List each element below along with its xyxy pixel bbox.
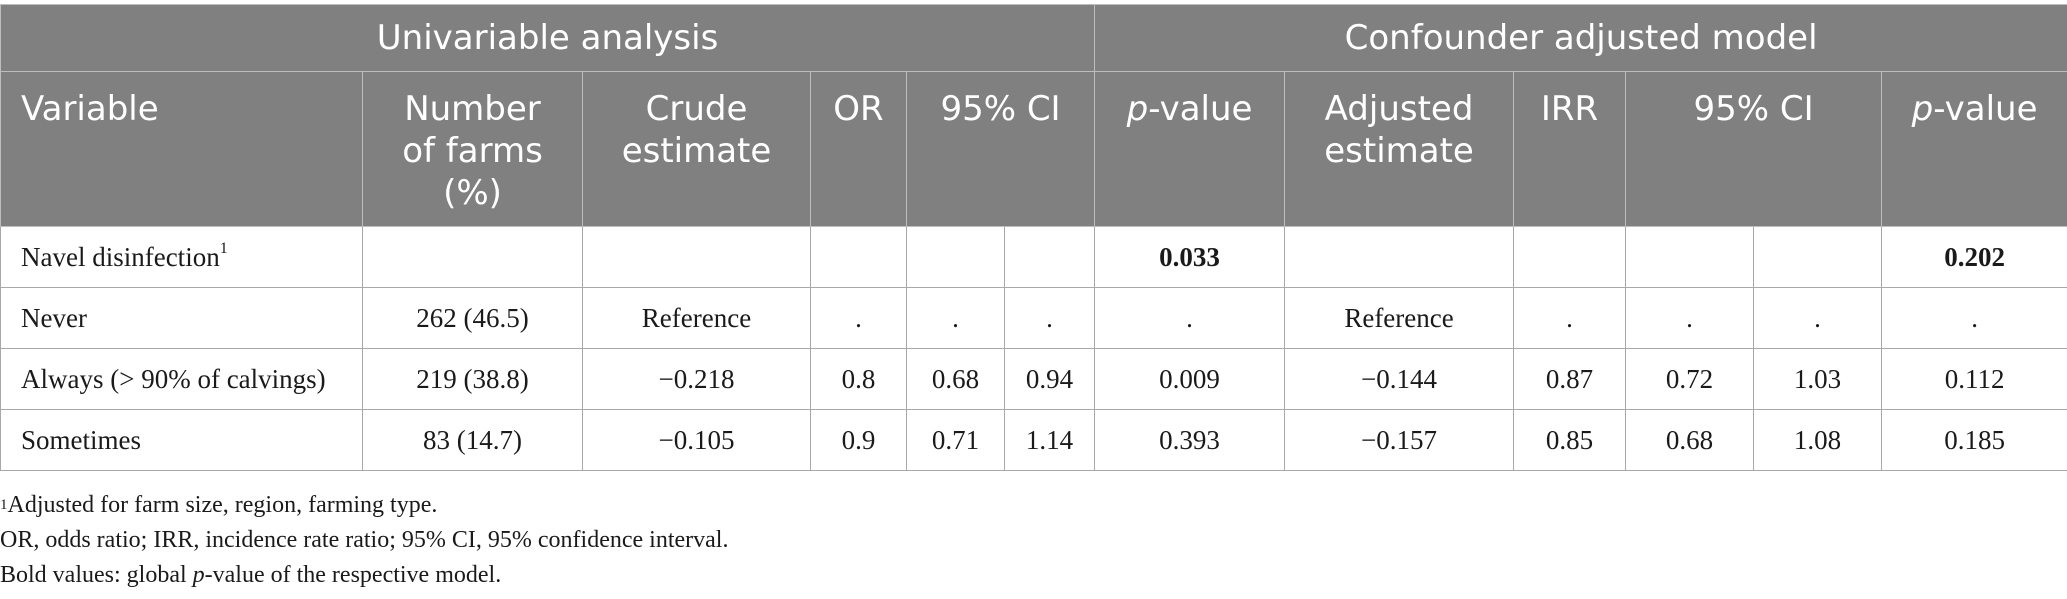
group-header-row: Univariable analysis Confounder adjusted…: [0, 4, 2067, 72]
cell-variable: Navel disinfection1: [0, 226, 363, 288]
results-table-container: Univariable analysis Confounder adjusted…: [0, 4, 2067, 471]
col-header-p2-rest: -value: [1933, 89, 2038, 129]
col-header-p-value: p-value: [1094, 71, 1286, 227]
cell-adjusted: Reference: [1284, 287, 1515, 349]
footnote-3-pre: Bold values: global: [0, 562, 193, 588]
group-header-univariable: Univariable analysis: [0, 4, 1096, 72]
col-header-farms-line3: (%): [443, 173, 502, 213]
cell-p2-value: 0.112: [1881, 348, 2067, 410]
cell-or: .: [810, 287, 907, 349]
cell-ci-low: [906, 226, 1005, 288]
col-header-adj-line1: Adjusted: [1324, 89, 1474, 129]
footnote-bold-values: Bold values: global p-value of the respe…: [0, 558, 728, 593]
column-header-row: Variable Number of farms (%) Crude estim…: [0, 71, 2067, 227]
cell-farms: 262 (46.5): [362, 287, 583, 349]
table-row: Never 262 (46.5) Reference . . . . Refer…: [0, 287, 2067, 349]
cell-variable-text: Navel disinfection: [21, 241, 220, 272]
cell-ci-low: 0.68: [906, 348, 1005, 410]
cell-adjusted: [1284, 226, 1515, 288]
col-header-adjusted-estimate: Adjusted estimate: [1284, 71, 1515, 227]
col-header-farms-line1: Number: [404, 89, 541, 129]
footnote-1-marker: 1: [0, 497, 8, 513]
col-header-ci-univariable: 95% CI: [905, 71, 1096, 227]
footnote-abbreviations: OR, odds ratio; IRR, incidence rate rati…: [0, 527, 729, 553]
col-header-number-of-farms: Number of farms (%): [362, 71, 583, 227]
cell-crude: −0.105: [582, 409, 811, 471]
cell-variable: Never: [0, 287, 363, 349]
footnote-1: 1Adjusted for farm size, region, farming…: [0, 488, 728, 523]
cell-or: 0.8: [810, 348, 907, 410]
footnote-marker: 1: [219, 239, 228, 257]
col-header-p-rest: -value: [1148, 89, 1253, 129]
col-header-crude-line1: Crude: [645, 89, 748, 129]
cell-variable: Sometimes: [0, 409, 363, 471]
cell-p-value: 0.033: [1094, 226, 1286, 288]
col-header-p-value-adjusted: p-value: [1881, 71, 2067, 227]
table-row: Navel disinfection1 0.033 0.202: [0, 226, 2067, 288]
results-table: Univariable analysis Confounder adjusted…: [0, 4, 2067, 471]
cell-ci-high: .: [1003, 287, 1096, 349]
cell-irr: 0.87: [1513, 348, 1627, 410]
cell-farms: 83 (14.7): [362, 409, 583, 471]
cell-ci2-low: [1625, 226, 1755, 288]
cell-crude: −0.218: [582, 348, 811, 410]
cell-p-value: .: [1094, 287, 1286, 349]
cell-p-value: 0.009: [1094, 348, 1286, 410]
footnote-3-p: p: [192, 562, 205, 588]
table-footnotes: 1Adjusted for farm size, region, farming…: [0, 488, 728, 593]
cell-ci2-high: 1.08: [1753, 409, 1883, 471]
cell-ci-high: [1003, 226, 1096, 288]
col-header-adj-line2: estimate: [1324, 131, 1474, 171]
col-header-farms-line2: of farms: [402, 131, 543, 171]
cell-p2-value: 0.202: [1881, 226, 2067, 288]
cell-or: 0.9: [810, 409, 907, 471]
col-header-p2-italic: p: [1911, 89, 1934, 129]
cell-irr: [1513, 226, 1627, 288]
footnote-1-text: Adjusted for farm size, region, farming …: [7, 492, 438, 518]
cell-variable: Always (> 90% of calvings): [0, 348, 363, 410]
cell-irr: 0.85: [1513, 409, 1627, 471]
cell-p2-value: 0.185: [1881, 409, 2067, 471]
cell-or: [810, 226, 907, 288]
col-header-ci-adjusted: 95% CI: [1625, 71, 1883, 227]
cell-ci-high: 1.14: [1003, 409, 1096, 471]
col-header-variable: Variable: [0, 71, 363, 227]
cell-p2-value: .: [1881, 287, 2067, 349]
cell-p-value: 0.393: [1094, 409, 1286, 471]
group-header-adjusted: Confounder adjusted model: [1094, 4, 2067, 72]
table-row: Always (> 90% of calvings) 219 (38.8) −0…: [0, 348, 2067, 410]
cell-crude: Reference: [582, 287, 811, 349]
cell-adjusted: −0.144: [1284, 348, 1515, 410]
col-header-p-italic: p: [1126, 89, 1149, 129]
table-row: Sometimes 83 (14.7) −0.105 0.9 0.71 1.14…: [0, 409, 2067, 471]
cell-ci2-low: 0.72: [1625, 348, 1755, 410]
cell-irr: .: [1513, 287, 1627, 349]
cell-ci2-low: .: [1625, 287, 1755, 349]
cell-ci-high: 0.94: [1003, 348, 1096, 410]
footnote-3-post: -value of the respective model.: [204, 562, 502, 588]
cell-ci-low: 0.71: [906, 409, 1005, 471]
cell-farms: 219 (38.8): [362, 348, 583, 410]
col-header-or: OR: [810, 71, 907, 227]
col-header-irr: IRR: [1513, 71, 1627, 227]
cell-crude: [582, 226, 811, 288]
col-header-crude-line2: estimate: [621, 131, 772, 171]
cell-ci-low: .: [906, 287, 1005, 349]
cell-ci2-high: 1.03: [1753, 348, 1883, 410]
cell-adjusted: −0.157: [1284, 409, 1515, 471]
cell-ci2-high: .: [1753, 287, 1883, 349]
cell-farms: [362, 226, 583, 288]
col-header-crude-estimate: Crude estimate: [582, 71, 811, 227]
cell-ci2-low: 0.68: [1625, 409, 1755, 471]
cell-ci2-high: [1753, 226, 1883, 288]
